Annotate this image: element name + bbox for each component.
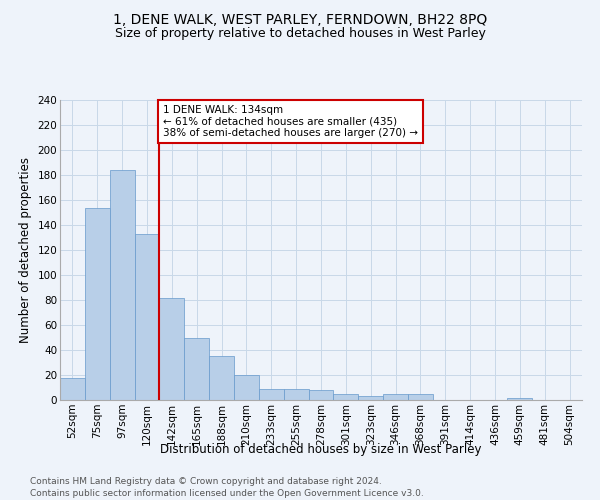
Bar <box>284 389 308 400</box>
Bar <box>383 394 408 400</box>
Bar <box>110 170 134 400</box>
Bar <box>134 234 160 400</box>
Bar <box>334 394 358 400</box>
Bar <box>60 378 85 400</box>
Text: Distribution of detached houses by size in West Parley: Distribution of detached houses by size … <box>160 442 482 456</box>
Text: 1, DENE WALK, WEST PARLEY, FERNDOWN, BH22 8PQ: 1, DENE WALK, WEST PARLEY, FERNDOWN, BH2… <box>113 12 487 26</box>
Text: 1 DENE WALK: 134sqm
← 61% of detached houses are smaller (435)
38% of semi-detac: 1 DENE WALK: 134sqm ← 61% of detached ho… <box>163 105 418 138</box>
Bar <box>308 390 334 400</box>
Text: Contains public sector information licensed under the Open Government Licence v3: Contains public sector information licen… <box>30 489 424 498</box>
Bar <box>408 394 433 400</box>
Bar <box>85 208 110 400</box>
Bar <box>234 375 259 400</box>
Bar <box>508 398 532 400</box>
Bar <box>259 389 284 400</box>
Bar <box>358 396 383 400</box>
Bar <box>160 298 184 400</box>
Text: Contains HM Land Registry data © Crown copyright and database right 2024.: Contains HM Land Registry data © Crown c… <box>30 478 382 486</box>
Y-axis label: Number of detached properties: Number of detached properties <box>19 157 32 343</box>
Bar <box>184 338 209 400</box>
Text: Size of property relative to detached houses in West Parley: Size of property relative to detached ho… <box>115 28 485 40</box>
Bar <box>209 356 234 400</box>
